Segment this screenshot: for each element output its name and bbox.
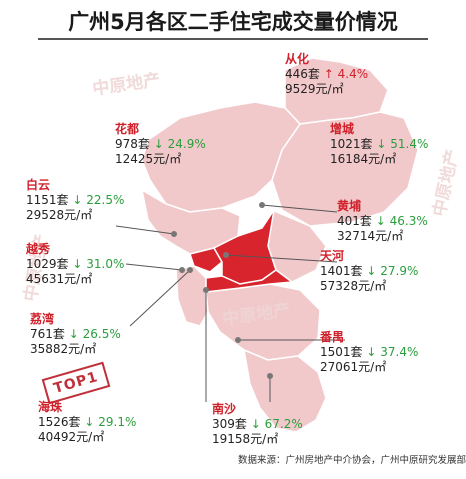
- district-haizhu: 海珠 1526套 ↓ 29.1% 40492元/㎡: [38, 400, 136, 445]
- district-nansha: 南沙 309套 ↓ 67.2% 19158元/㎡: [212, 402, 303, 447]
- arrow-down-icon: ↓: [84, 415, 95, 429]
- avg-price: 27061元/㎡: [320, 360, 387, 374]
- change-percent: 27.9%: [380, 264, 419, 278]
- map-region-huadu: [141, 101, 301, 213]
- district-liwan: 荔湾 761套 ↓ 26.5% 35882元/㎡: [30, 312, 121, 357]
- avg-price: 32714元/㎡: [337, 229, 404, 243]
- change-percent: 67.2%: [264, 417, 303, 431]
- arrow-down-icon: ↓: [375, 214, 386, 228]
- district-tianhe: 天河 1401套 ↓ 27.9% 57328元/㎡: [320, 249, 418, 294]
- district-name: 番禺: [320, 330, 345, 344]
- units-sold: 978套: [115, 137, 150, 151]
- map-region-yuexiu: [189, 247, 223, 273]
- map-region-zengcheng: [271, 111, 419, 227]
- district-name: 南沙: [212, 402, 237, 416]
- avg-price: 19158元/㎡: [212, 432, 279, 446]
- change-percent: 24.9%: [167, 137, 206, 151]
- district-baiyun: 白云 1151套 ↓ 22.5% 29528元/㎡: [26, 178, 124, 223]
- units-sold: 761套: [30, 327, 65, 341]
- district-zengcheng: 增城 1021套 ↓ 51.4% 16184元/㎡: [330, 122, 428, 167]
- arrow-down-icon: ↓: [153, 137, 164, 151]
- arrow-down-icon: ↓: [376, 137, 387, 151]
- units-sold: 1151套: [26, 193, 69, 207]
- arrow-up-icon: ↑: [323, 67, 334, 81]
- change-percent: 29.1%: [98, 415, 137, 429]
- units-sold: 1401套: [320, 264, 363, 278]
- district-name: 花都: [115, 122, 140, 136]
- district-panyu: 番禺 1501套 ↓ 37.4% 27061元/㎡: [320, 330, 418, 375]
- arrow-down-icon: ↓: [68, 327, 79, 341]
- arrow-down-icon: ↓: [366, 264, 377, 278]
- arrow-down-icon: ↓: [250, 417, 261, 431]
- change-percent: 46.3%: [389, 214, 428, 228]
- arrow-down-icon: ↓: [366, 345, 377, 359]
- district-name: 从化: [285, 52, 310, 66]
- units-sold: 1029套: [26, 257, 69, 271]
- arrow-down-icon: ↓: [72, 257, 83, 271]
- avg-price: 40492元/㎡: [38, 430, 105, 444]
- district-huangpu: 黄埔 401套 ↓ 46.3% 32714元/㎡: [337, 199, 428, 244]
- district-name: 荔湾: [30, 312, 55, 326]
- units-sold: 401套: [337, 214, 372, 228]
- district-name: 越秀: [26, 242, 51, 256]
- map-region-haizhu: [205, 269, 295, 293]
- avg-price: 45631元/㎡: [26, 272, 93, 286]
- units-sold: 309套: [212, 417, 247, 431]
- avg-price: 29528元/㎡: [26, 208, 93, 222]
- units-sold: 1021套: [330, 137, 373, 151]
- units-sold: 446套: [285, 67, 320, 81]
- district-huadu: 花都 978套 ↓ 24.9% 12425元/㎡: [115, 122, 206, 167]
- title-underline: [38, 38, 428, 40]
- data-source-note: 数据来源：广州房地产中介协会，广州中原研究发展部: [238, 455, 466, 466]
- district-name: 海珠: [38, 400, 63, 414]
- change-percent: 31.0%: [86, 257, 125, 271]
- district-name: 增城: [330, 122, 355, 136]
- district-name: 黄埔: [337, 199, 362, 213]
- units-sold: 1526套: [38, 415, 81, 429]
- avg-price: 16184元/㎡: [330, 152, 397, 166]
- units-sold: 1501套: [320, 345, 363, 359]
- avg-price: 35882元/㎡: [30, 342, 97, 356]
- change-percent: 22.5%: [86, 193, 125, 207]
- change-percent: 51.4%: [390, 137, 429, 151]
- map-region-nansha: [243, 348, 327, 433]
- change-percent: 26.5%: [82, 327, 121, 341]
- district-yuexiu: 越秀 1029套 ↓ 31.0% 45631元/㎡: [26, 242, 124, 287]
- change-percent: 37.4%: [380, 345, 419, 359]
- avg-price: 12425元/㎡: [115, 152, 182, 166]
- map-region-liwan: [175, 265, 209, 327]
- avg-price: 9529元/㎡: [285, 82, 344, 96]
- avg-price: 57328元/㎡: [320, 279, 387, 293]
- change-percent: 4.4%: [337, 67, 369, 81]
- district-conghua: 从化 446套 ↑ 4.4% 9529元/㎡: [285, 52, 368, 97]
- district-name: 天河: [320, 249, 345, 263]
- arrow-down-icon: ↓: [72, 193, 83, 207]
- district-name: 白云: [26, 178, 51, 192]
- page-title: 广州5月各区二手住宅成交量价情况: [0, 0, 466, 44]
